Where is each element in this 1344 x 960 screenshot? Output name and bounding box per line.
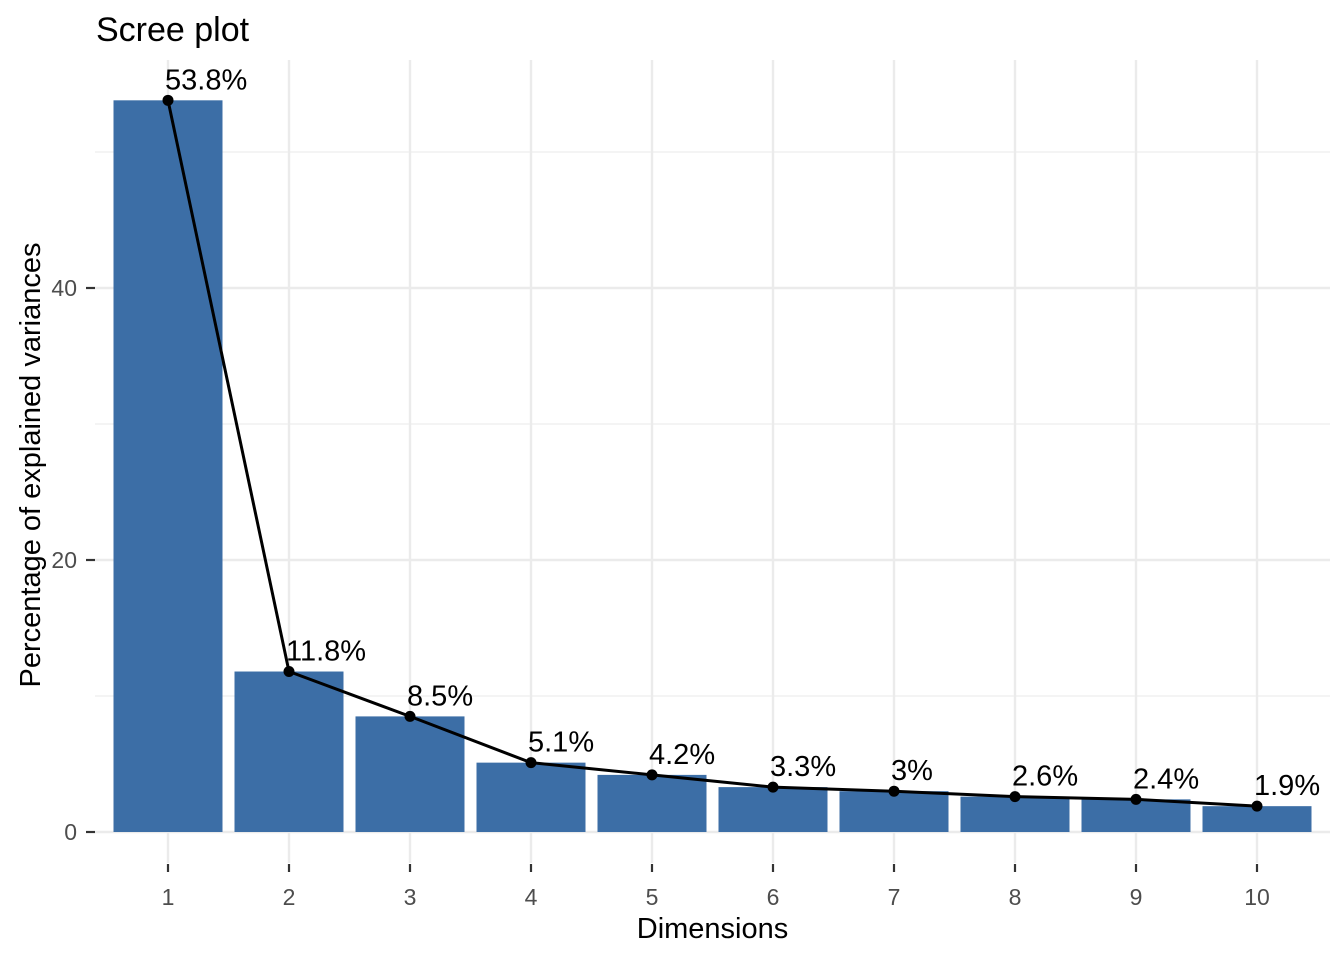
point-label-dim-3: 8.5% — [407, 680, 473, 712]
y-tick-label-0: 0 — [64, 819, 77, 845]
bar-dim-2 — [234, 671, 344, 832]
x-tick-label-8: 8 — [1009, 884, 1022, 910]
plot-title: Scree plot — [96, 11, 250, 49]
point-label-dim-4: 5.1% — [528, 727, 594, 759]
data-point-dim-4 — [525, 757, 537, 769]
point-label-dim-10: 1.9% — [1254, 770, 1320, 802]
bar-dim-4 — [476, 762, 586, 832]
point-label-dim-6: 3.3% — [770, 751, 836, 783]
bar-dim-5 — [597, 774, 707, 832]
bar-dim-1 — [113, 100, 223, 832]
x-tick-label-2: 2 — [283, 884, 296, 910]
point-label-dim-5: 4.2% — [649, 739, 715, 771]
point-label-dim-9: 2.4% — [1133, 763, 1199, 795]
bar-dim-6 — [718, 787, 828, 832]
bar-dim-8 — [960, 796, 1070, 832]
x-tick-label-6: 6 — [767, 884, 780, 910]
data-point-dim-7 — [888, 785, 900, 797]
bar-dim-3 — [355, 716, 465, 832]
point-label-dim-1: 53.8% — [165, 64, 247, 96]
data-point-dim-5 — [646, 769, 658, 781]
data-point-dim-3 — [404, 710, 416, 722]
point-label-dim-7: 3% — [891, 755, 933, 787]
x-tick-label-9: 9 — [1130, 884, 1143, 910]
data-point-dim-2 — [283, 666, 295, 678]
data-point-dim-9 — [1130, 793, 1142, 805]
y-tick-label-20: 20 — [51, 547, 77, 573]
x-axis-title: Dimensions — [636, 913, 789, 945]
point-label-dim-8: 2.6% — [1012, 761, 1078, 793]
y-tick-label-40: 40 — [51, 275, 77, 301]
data-point-dim-6 — [767, 781, 779, 793]
point-label-dim-2: 11.8% — [286, 636, 366, 668]
x-tick-label-10: 10 — [1244, 884, 1270, 910]
y-axis-title: Percentage of explained variances — [15, 242, 47, 688]
data-point-dim-10 — [1251, 800, 1263, 812]
variance-line — [166, 100, 1258, 808]
bar-dim-7 — [839, 791, 949, 832]
x-tick-label-4: 4 — [525, 884, 538, 910]
x-tick-label-7: 7 — [888, 884, 901, 910]
data-point-dim-8 — [1009, 791, 1021, 803]
x-tick-label-5: 5 — [646, 884, 659, 910]
x-tick-label-1: 1 — [162, 884, 175, 910]
x-tick-label-3: 3 — [404, 884, 417, 910]
data-point-dim-1 — [162, 94, 174, 106]
